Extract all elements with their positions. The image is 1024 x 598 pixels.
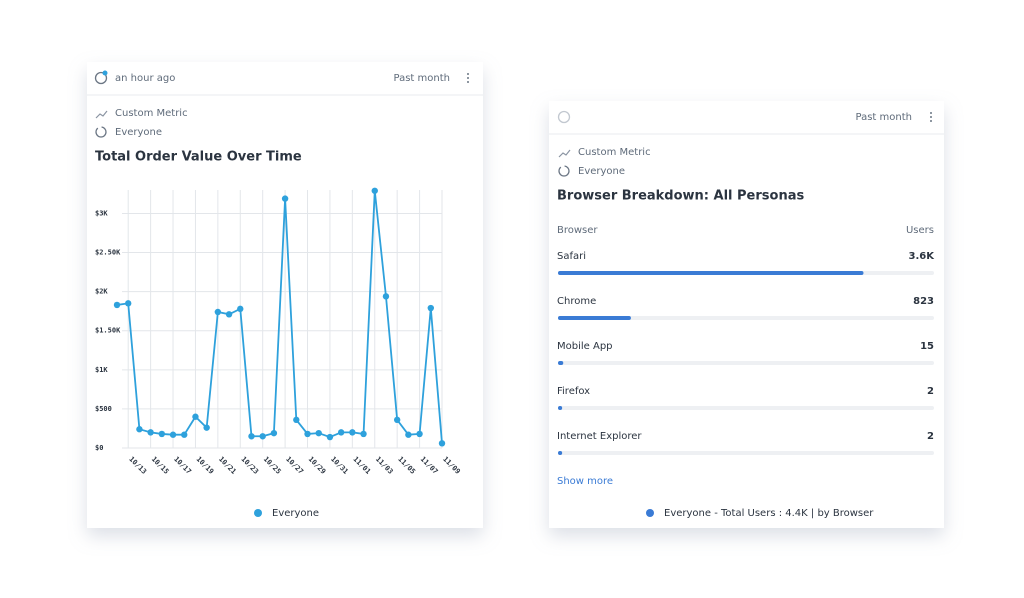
chart-title: Total Order Value Over Time <box>95 150 302 165</box>
audience-icon <box>558 165 570 177</box>
point <box>181 431 188 438</box>
y-tick-label: $2K <box>95 288 108 296</box>
row-value: 3.6K <box>909 251 936 262</box>
y-tick-label: $0 <box>95 444 103 452</box>
y-tick-label: $1.50K <box>95 327 121 335</box>
point <box>438 440 446 447</box>
show-more[interactable]: Show more <box>557 476 613 487</box>
point <box>416 430 423 438</box>
audience-icon <box>95 126 107 138</box>
point <box>270 429 278 437</box>
updated: an hour ago <box>115 73 175 84</box>
point <box>136 426 143 433</box>
point <box>147 429 154 436</box>
legend-dot <box>254 509 262 517</box>
range[interactable]: Past month <box>856 112 912 123</box>
point <box>360 430 367 438</box>
point <box>393 416 401 424</box>
card-title: Browser Breakdown: All Personas <box>557 189 804 204</box>
audience: Everyone <box>115 127 162 138</box>
y-tick-label: $3K <box>95 209 108 217</box>
clock-icon <box>94 71 108 85</box>
point <box>248 433 255 440</box>
point <box>349 429 356 436</box>
point <box>203 424 210 431</box>
point <box>427 304 434 312</box>
point <box>192 413 199 420</box>
audience: Everyone <box>578 166 625 177</box>
y-tick-label: $2.50K <box>95 249 121 257</box>
point <box>158 430 166 438</box>
point <box>382 293 390 300</box>
point <box>214 308 222 316</box>
status-dot <box>102 70 108 76</box>
legend-label: Everyone <box>272 508 319 519</box>
range[interactable]: Past month <box>394 73 450 84</box>
point <box>225 311 233 318</box>
y-tick-label: $500 <box>95 405 112 413</box>
column-label: Browser <box>557 225 598 236</box>
point <box>113 301 121 309</box>
point <box>281 195 289 202</box>
row-value: 823 <box>913 296 934 307</box>
point <box>337 429 345 436</box>
row-value: 2 <box>927 386 934 397</box>
row-name: Internet Explorer <box>557 431 642 442</box>
browser-card <box>549 101 944 528</box>
row-value: 15 <box>920 341 934 352</box>
metric: Custom Metric <box>578 147 651 158</box>
menu[interactable] <box>930 112 932 122</box>
row-name: Firefox <box>557 386 590 397</box>
row-value: 2 <box>927 431 934 442</box>
point <box>293 416 300 424</box>
trend-icon <box>558 149 571 158</box>
row-name: Chrome <box>557 296 596 307</box>
legend-label: Everyone - Total Users : 4.4K | by Brows… <box>664 508 874 519</box>
point <box>237 305 244 313</box>
legend-dot <box>646 509 654 517</box>
clock-icon <box>557 110 571 124</box>
point <box>259 433 266 440</box>
point <box>304 430 311 438</box>
point <box>169 431 177 438</box>
point <box>326 433 334 441</box>
column-label: Users <box>906 225 934 236</box>
point <box>371 187 378 194</box>
metric: Custom Metric <box>115 108 188 119</box>
row-name: Safari <box>557 251 586 262</box>
point <box>405 431 412 438</box>
point <box>125 300 132 307</box>
y-tick-label: $1K <box>95 366 108 374</box>
point <box>315 429 322 437</box>
menu[interactable] <box>467 73 469 83</box>
trend-icon <box>95 110 108 119</box>
row-name: Mobile App <box>557 341 613 352</box>
